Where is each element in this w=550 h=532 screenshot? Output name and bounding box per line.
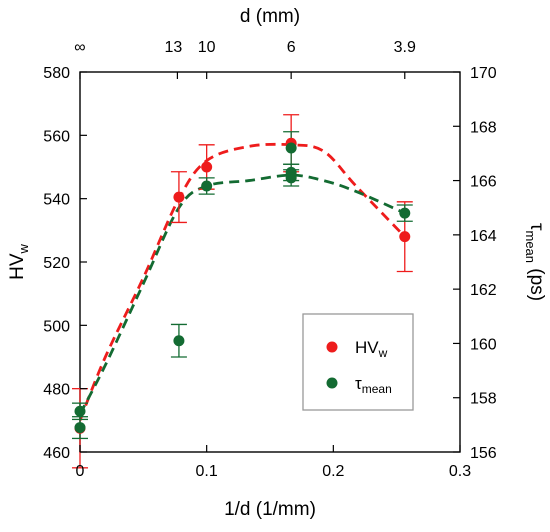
- y-right-tick-label: 166: [470, 174, 497, 191]
- y-right-tick-label: 160: [470, 336, 497, 353]
- legend-label-hvw-sub: w: [378, 346, 388, 360]
- y-right-axis-title-unit: (ps): [526, 263, 547, 301]
- x-top-tick-label: 6: [287, 39, 296, 56]
- data-point-tau: [173, 335, 185, 347]
- y-right-tick-label: 158: [470, 391, 497, 408]
- y-left-tick-label: 560: [43, 128, 70, 145]
- data-point-hvw: [201, 161, 213, 173]
- x-axis-title: 1/d (1/mm): [224, 499, 316, 520]
- fit-curve-tau: [78, 173, 406, 415]
- x-top-axis-title: d (mm): [240, 6, 300, 27]
- y-right-tick-label: 162: [470, 282, 497, 299]
- data-point-hvw: [399, 231, 411, 243]
- x-top-tick-label: 3.9: [394, 39, 416, 56]
- data-point-tau: [285, 142, 297, 154]
- data-point-tau: [74, 405, 86, 417]
- legend-marker-hvw: [326, 341, 338, 353]
- y-left-tick-label: 500: [43, 318, 70, 335]
- fit-curve-hvw: [78, 142, 406, 421]
- data-points: [74, 137, 411, 434]
- x-tick-label: 0: [76, 463, 85, 480]
- axis-labels: 1/d (1/mm) d (mm) HVw τmean (ps): [7, 6, 547, 520]
- y-right-axis-title: τmean (ps): [523, 223, 547, 301]
- data-point-tau: [399, 207, 411, 219]
- x-tick-label: 0.2: [322, 463, 344, 480]
- x-top-tick-label: 13: [165, 39, 183, 56]
- y-right-tick-label: 168: [470, 119, 497, 136]
- fit-curves: [78, 142, 406, 421]
- y-left-axis-title: HVw: [7, 243, 31, 279]
- axis-ticks: 0 0.1 0.2 0.3 ∞ 13 10 6 3.9 460 480 500 520 540 560 580…: [43, 39, 497, 480]
- y-right-tick-label: 164: [470, 228, 497, 245]
- data-point-tau: [201, 180, 213, 192]
- y-right-tick-label: 170: [470, 65, 497, 82]
- x-tick-label: 0.1: [196, 463, 218, 480]
- legend-marker-tau: [326, 377, 338, 389]
- x-tick-label: 0.3: [449, 463, 471, 480]
- data-point-tau: [285, 172, 297, 184]
- x-top-tick-label: 10: [198, 39, 216, 56]
- y-right-axis-title-sub: mean: [523, 230, 538, 263]
- y-left-axis-title-sub: w: [16, 243, 31, 254]
- y-left-tick-label: 480: [43, 382, 70, 399]
- legend-box: [302, 313, 414, 411]
- data-point-hvw: [173, 191, 185, 203]
- y-left-tick-label: 580: [43, 65, 70, 82]
- legend: HVw τmean: [302, 313, 414, 411]
- y-right-tick-label: 156: [470, 445, 497, 462]
- x-top-tick-label: ∞: [74, 39, 85, 56]
- data-point-tau: [74, 422, 86, 434]
- legend-label-tau-sub: mean: [362, 382, 392, 396]
- y-left-tick-label: 540: [43, 192, 70, 209]
- y-left-tick-label: 520: [43, 255, 70, 272]
- legend-label-hvw: HVw: [355, 338, 388, 360]
- error-bars: [72, 114, 413, 469]
- y-left-tick-label: 460: [43, 445, 70, 462]
- legend-label-tau: τmean: [355, 374, 392, 396]
